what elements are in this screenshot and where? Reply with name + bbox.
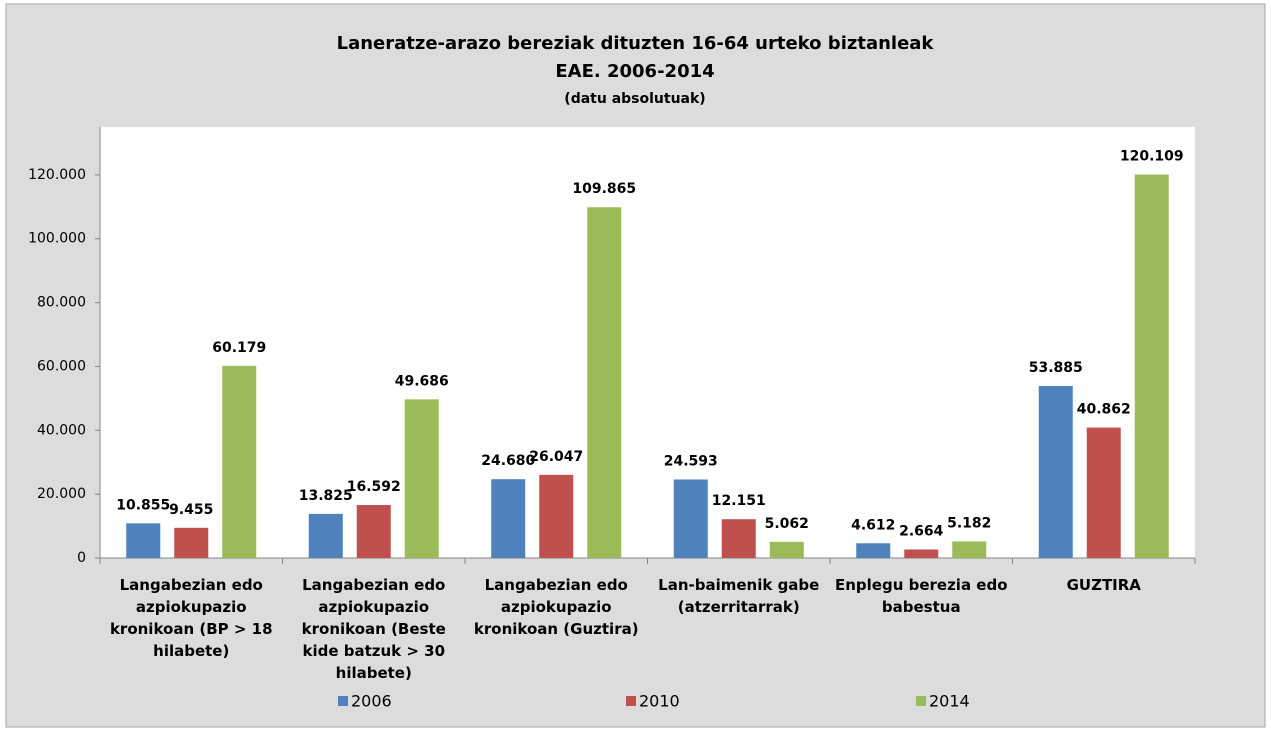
bar: [587, 207, 622, 558]
bar: [856, 543, 891, 558]
x-tick-label: Langabezian edo azpiokupazio kronikoan (…: [473, 576, 639, 638]
value-label: 49.686: [395, 373, 449, 389]
bar: [769, 541, 804, 558]
value-label: 4.612: [851, 517, 895, 533]
value-label: 24.593: [664, 453, 718, 469]
y-tick-label: 100.000: [28, 231, 86, 247]
bar: [904, 549, 939, 558]
bar: [404, 399, 439, 558]
y-tick-label: 20.000: [37, 486, 86, 502]
value-label: 60.179: [212, 340, 266, 356]
plot-area: [100, 127, 1195, 558]
y-tick-label: 60.000: [37, 358, 86, 374]
bar: [356, 505, 391, 558]
bar: [1038, 385, 1073, 558]
value-label: 53.885: [1029, 360, 1083, 376]
value-label: 9.455: [169, 502, 213, 518]
x-tick-label-box: GUZTIRA: [1066, 576, 1141, 594]
bar: [222, 365, 257, 558]
y-tick-label: 40.000: [37, 422, 86, 438]
bar: [174, 527, 209, 558]
value-label: 10.855: [116, 497, 170, 513]
bar: [539, 474, 574, 558]
x-tick-label: Lan-baimenik gabe (atzerritarrak): [658, 576, 820, 616]
value-label: 5.182: [947, 515, 991, 531]
y-tick-label: 120.000: [28, 167, 86, 183]
x-tick-label-box: Langabezian edo azpiokupazio kronikoan (…: [301, 576, 446, 682]
x-tick-label-box: Langabezian edo azpiokupazio kronikoan (…: [109, 576, 273, 660]
y-tick-label: 0: [77, 550, 86, 566]
bar: [952, 541, 987, 558]
value-label: 109.865: [572, 181, 636, 197]
bar: [308, 513, 343, 558]
chart-title: Laneratze-arazo bereziak dituzten 16-64 …: [337, 33, 935, 54]
value-label: 26.047: [529, 449, 583, 465]
x-tick-label-box: Enplegu berezia edo babestua: [834, 576, 1008, 616]
value-label: 120.109: [1120, 149, 1184, 165]
bar: [126, 523, 161, 558]
legend-swatch: [338, 696, 348, 706]
bar: [491, 479, 526, 558]
legend-swatch: [916, 696, 926, 706]
x-tick-label: Langabezian edo azpiokupazio kronikoan (…: [109, 576, 273, 660]
legend-label: 2006: [351, 692, 392, 711]
value-label: 12.151: [712, 493, 766, 509]
value-label: 16.592: [347, 479, 401, 495]
x-tick-label-box: Lan-baimenik gabe (atzerritarrak): [658, 576, 820, 616]
bar: [1086, 427, 1121, 558]
value-label: 24.680: [481, 453, 535, 469]
legend-swatch: [626, 696, 636, 706]
bar: [673, 479, 708, 558]
bar: [1134, 174, 1169, 558]
value-label: 13.825: [299, 488, 353, 504]
x-tick-label-box: Langabezian edo azpiokupazio kronikoan (…: [473, 576, 639, 638]
legend-label: 2014: [929, 692, 970, 711]
x-tick-label: Langabezian edo azpiokupazio kronikoan (…: [301, 576, 446, 682]
value-label: 2.664: [899, 523, 944, 539]
x-tick-label: GUZTIRA: [1066, 576, 1141, 594]
chart-note: (datu absolutuak): [564, 91, 705, 107]
value-label: 5.062: [765, 516, 809, 532]
value-label: 40.862: [1077, 402, 1131, 418]
bar: [721, 519, 756, 558]
y-tick-label: 80.000: [37, 295, 86, 311]
legend-label: 2010: [639, 692, 680, 711]
x-tick-label: Enplegu berezia edo babestua: [834, 576, 1008, 616]
chart-subtitle: EAE. 2006-2014: [555, 61, 714, 82]
